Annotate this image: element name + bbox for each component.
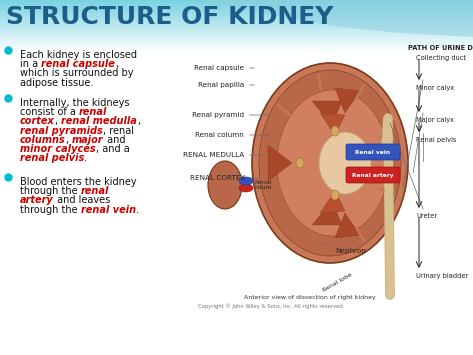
Text: renal vein: renal vein <box>81 204 136 215</box>
Ellipse shape <box>239 184 253 192</box>
Text: Nephron: Nephron <box>323 244 366 254</box>
Text: through the: through the <box>20 186 81 196</box>
Text: renal pyramids: renal pyramids <box>20 126 103 136</box>
Ellipse shape <box>239 177 253 185</box>
Text: RENAL CORTEX: RENAL CORTEX <box>190 175 259 181</box>
Text: , and a: , and a <box>96 144 130 154</box>
Ellipse shape <box>319 132 371 194</box>
Text: in a: in a <box>20 59 41 69</box>
Text: adipose tissue.: adipose tissue. <box>20 78 93 88</box>
FancyBboxPatch shape <box>346 167 400 183</box>
Ellipse shape <box>331 126 339 136</box>
Text: Major calyx: Major calyx <box>416 117 454 123</box>
Polygon shape <box>200 0 473 37</box>
Text: renal medulla: renal medulla <box>61 116 137 126</box>
Text: Minor calyx: Minor calyx <box>416 85 454 91</box>
Text: Renal vein: Renal vein <box>355 149 391 154</box>
Text: artery: artery <box>20 195 54 206</box>
Text: cortex: cortex <box>20 116 55 126</box>
PathPatch shape <box>320 191 345 213</box>
Ellipse shape <box>252 63 408 263</box>
PathPatch shape <box>335 88 360 113</box>
Text: ,: , <box>66 135 72 145</box>
FancyBboxPatch shape <box>346 144 400 160</box>
Text: RENAL MEDULLA: RENAL MEDULLA <box>183 152 264 158</box>
Text: ,: , <box>137 116 140 126</box>
Text: Copyright © John Wiley & Sons, Inc. All rights reserved.: Copyright © John Wiley & Sons, Inc. All … <box>198 304 344 309</box>
Text: through the: through the <box>20 204 81 215</box>
Text: STRUCTURE OF KIDNEY: STRUCTURE OF KIDNEY <box>6 5 333 29</box>
Text: Blood enters the kidney: Blood enters the kidney <box>20 177 137 187</box>
Text: renal: renal <box>81 186 109 196</box>
Text: consist of a: consist of a <box>20 107 79 117</box>
Text: renal capsule: renal capsule <box>41 59 115 69</box>
Text: columns: columns <box>20 135 66 145</box>
PathPatch shape <box>312 101 342 125</box>
Text: and: and <box>104 135 125 145</box>
Text: Each kidney is enclosed: Each kidney is enclosed <box>20 50 137 60</box>
Text: and leaves: and leaves <box>54 195 110 206</box>
Text: Renal
hilum: Renal hilum <box>254 180 272 190</box>
Text: renal pelvis: renal pelvis <box>20 153 84 163</box>
Text: .: . <box>84 153 87 163</box>
PathPatch shape <box>335 213 360 238</box>
Text: Internally, the kidneys: Internally, the kidneys <box>20 98 130 108</box>
Text: which is surrounded by: which is surrounded by <box>20 69 133 78</box>
Text: Renal pyramid: Renal pyramid <box>192 112 269 118</box>
Text: Ureter: Ureter <box>416 213 437 219</box>
Text: ,: , <box>55 116 61 126</box>
Text: Renal papilla: Renal papilla <box>198 82 254 88</box>
PathPatch shape <box>268 145 292 181</box>
Text: Collecting duct: Collecting duct <box>416 55 466 61</box>
Ellipse shape <box>277 90 389 236</box>
PathPatch shape <box>312 201 342 225</box>
Text: PATH OF URINE DRAINAGE:: PATH OF URINE DRAINAGE: <box>408 45 473 51</box>
Text: minor calyces: minor calyces <box>20 144 96 154</box>
Ellipse shape <box>331 190 339 200</box>
Ellipse shape <box>296 158 304 168</box>
Text: , renal: , renal <box>103 126 134 136</box>
Text: Anterior view of dissection of right kidney: Anterior view of dissection of right kid… <box>244 295 376 300</box>
Text: Renal pelvis: Renal pelvis <box>416 137 456 143</box>
Text: Renal column: Renal column <box>195 132 269 138</box>
Text: .: . <box>136 204 139 215</box>
Text: Renal lobe: Renal lobe <box>323 272 353 293</box>
PathPatch shape <box>320 113 345 135</box>
Ellipse shape <box>208 161 242 209</box>
Text: renal: renal <box>79 107 107 117</box>
Ellipse shape <box>259 70 401 256</box>
Text: Renal artery: Renal artery <box>352 173 394 178</box>
Text: Urinary bladder: Urinary bladder <box>416 273 468 279</box>
Text: Renal capsule: Renal capsule <box>194 65 254 71</box>
Text: ,: , <box>115 59 118 69</box>
Text: major: major <box>72 135 104 145</box>
